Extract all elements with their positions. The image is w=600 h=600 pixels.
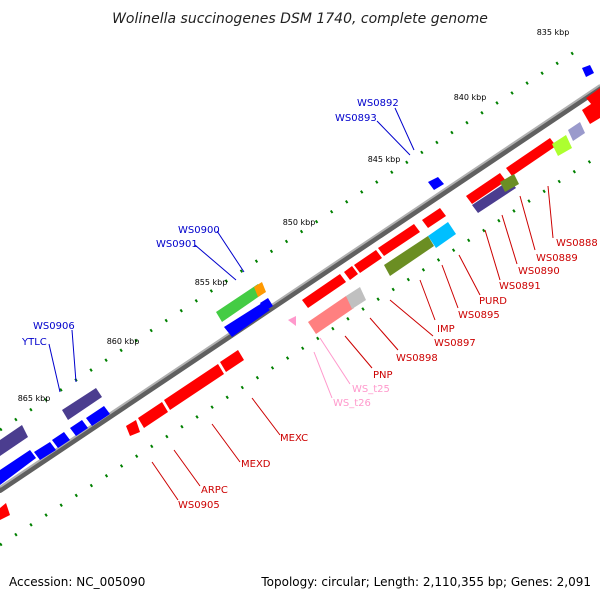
leader-ws0891 xyxy=(484,229,501,281)
tick-865: 865 kbp xyxy=(18,394,51,403)
leader-mexd xyxy=(211,423,241,463)
label-ws0891: WS0891 xyxy=(499,281,541,292)
gene-ws0892-forward[interactable] xyxy=(428,177,444,190)
label-pnp: PNP xyxy=(373,370,393,381)
accession-text: Accession: NC_005090 xyxy=(9,575,145,589)
tick-835: 835 kbp xyxy=(537,28,570,37)
gene-ws0894-reverse[interactable] xyxy=(422,208,446,228)
leader-ws0895 xyxy=(441,264,459,309)
inner-tick-track xyxy=(0,153,600,547)
leader-ws0892 xyxy=(394,107,415,151)
gene-ws0906-forward[interactable] xyxy=(62,388,102,420)
label-ws0898: WS0898 xyxy=(396,353,438,364)
label-ws-t25: WS_t25 xyxy=(352,384,390,395)
genome-backbone xyxy=(0,85,600,493)
leader-purd xyxy=(458,254,481,296)
leader-ws0893 xyxy=(376,120,411,156)
gene-ws0900-forward[interactable] xyxy=(224,303,270,337)
leader-pnp xyxy=(344,335,373,369)
gene-ytlc-forward[interactable] xyxy=(0,425,28,456)
gene-imp-reverse[interactable] xyxy=(344,266,358,280)
label-ws0892: WS0892 xyxy=(357,98,399,109)
leader-ws0888 xyxy=(547,185,554,239)
leader-ws0901 xyxy=(194,244,237,281)
leader-ws-t26 xyxy=(313,351,333,399)
leader-ws0898 xyxy=(369,317,399,351)
gene-ws0885b-reverse[interactable] xyxy=(586,88,600,105)
label-ws0897: WS0897 xyxy=(434,338,476,349)
label-purd: PURD xyxy=(479,296,507,307)
gene-ws-t25-trna[interactable] xyxy=(288,316,296,326)
label-ws0900: WS0900 xyxy=(178,225,220,236)
gene-ws0895-reverse[interactable] xyxy=(354,250,382,273)
leader-ws0906 xyxy=(71,329,77,383)
gene-forward-left-4[interactable] xyxy=(70,420,88,436)
label-imp: IMP xyxy=(437,324,455,335)
label-ws0901: WS0901 xyxy=(156,239,198,250)
gene-purd-reverse[interactable] xyxy=(500,174,519,192)
label-mexc: MEXC xyxy=(280,433,308,444)
gene-forward-left-2[interactable] xyxy=(34,442,56,460)
label-ytlc: YTLC xyxy=(21,337,47,348)
label-ws-t26: WS_t26 xyxy=(333,398,371,409)
tick-840: 840 kbp xyxy=(454,93,487,102)
gene-ws0889-reverse[interactable] xyxy=(506,138,556,176)
leader-ws-t25 xyxy=(319,337,351,385)
label-ws0890: WS0890 xyxy=(518,266,560,277)
label-ws0888: WS0888 xyxy=(556,238,598,249)
gene-ws0891-reverse[interactable] xyxy=(466,173,506,204)
gene-purd-block-reverse[interactable] xyxy=(384,236,434,276)
gene-ws0898-reverse[interactable] xyxy=(346,287,366,309)
gene-ws0905-reverse[interactable] xyxy=(126,420,140,436)
map-title: Wolinella succinogenes DSM 1740, complet… xyxy=(112,11,488,27)
gene-forward-left-3[interactable] xyxy=(52,432,70,448)
leader-ws0900 xyxy=(216,230,245,273)
gene-ws0885-forward[interactable] xyxy=(582,65,594,77)
gene-ws0901-forward[interactable] xyxy=(260,298,273,311)
outer-tick-track xyxy=(0,43,586,432)
tick-855: 855 kbp xyxy=(195,278,228,287)
leader-mexc xyxy=(251,397,281,436)
label-mexd: MEXD xyxy=(241,459,271,470)
gene-forward-left-5[interactable] xyxy=(86,406,110,426)
label-ws0906: WS0906 xyxy=(33,321,75,332)
gene-ws0888-reverse[interactable] xyxy=(552,135,572,156)
gene-ws0887-reverse[interactable] xyxy=(568,122,585,141)
leader-imp xyxy=(419,279,436,321)
gene-pnp-reverse[interactable] xyxy=(308,296,354,334)
gene-mexd-reverse[interactable] xyxy=(164,364,224,410)
leader-ytlc xyxy=(48,343,61,393)
tick-860: 860 kbp xyxy=(107,337,140,346)
gene-ws0886-reverse[interactable] xyxy=(582,98,600,124)
leader-ws0897 xyxy=(389,299,434,337)
label-ws0889: WS0889 xyxy=(536,253,578,264)
label-arpc: ARPC xyxy=(201,485,228,496)
gene-reverse-left-edge[interactable] xyxy=(0,503,10,520)
genome-summary-text: Topology: circular; Length: 2,110,355 bp… xyxy=(260,575,591,589)
leader-ws0889 xyxy=(519,195,536,251)
gene-arpc-reverse[interactable] xyxy=(138,402,168,428)
leader-ws0890 xyxy=(501,214,518,265)
leader-ws0905 xyxy=(151,461,179,501)
label-ws0895: WS0895 xyxy=(458,310,500,321)
label-ws0893: WS0893 xyxy=(335,113,377,124)
gene-ws0899-forward[interactable] xyxy=(216,284,264,322)
gene-forward-left-1[interactable] xyxy=(0,450,36,485)
gene-ws0899b-forward[interactable] xyxy=(254,282,266,297)
gene-ws0896-reverse[interactable] xyxy=(378,224,420,256)
label-ws0905: WS0905 xyxy=(178,500,220,511)
leader-arpc xyxy=(173,449,201,487)
gene-ws0895b-reverse[interactable] xyxy=(428,222,456,248)
gene-ws0897-reverse[interactable] xyxy=(302,274,346,308)
gene-mexc-reverse[interactable] xyxy=(220,350,244,372)
tick-850: 850 kbp xyxy=(283,218,316,227)
tick-845: 845 kbp xyxy=(368,155,401,164)
